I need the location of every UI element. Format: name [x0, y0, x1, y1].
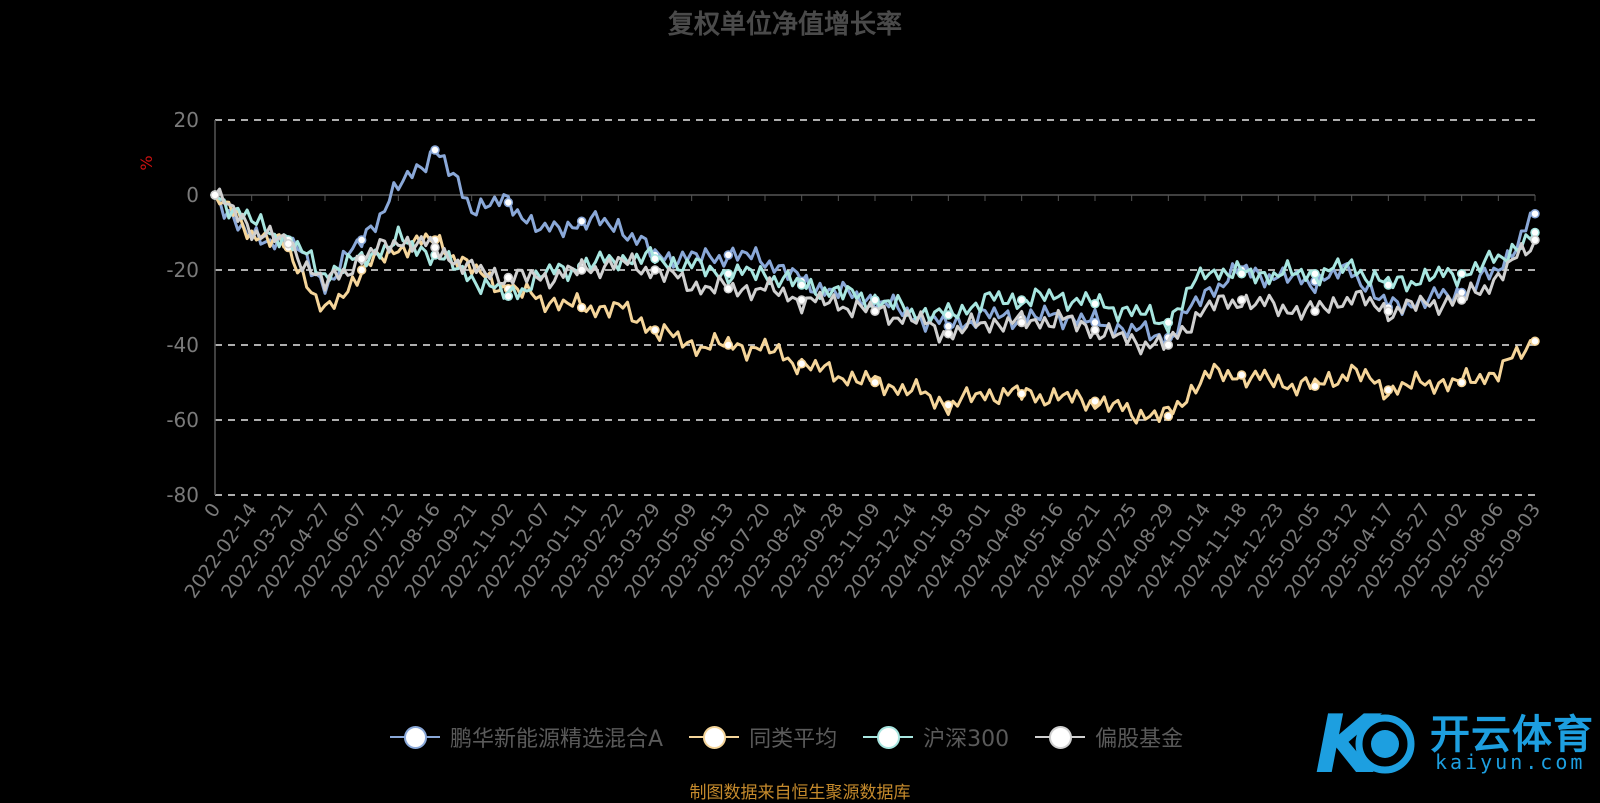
data-point: [576, 216, 587, 226]
data-point: [1456, 295, 1467, 305]
legend-marker-icon: [1035, 725, 1086, 749]
data-point: [283, 239, 294, 249]
data-point: [1016, 295, 1027, 305]
y-tick-label: -60: [166, 408, 199, 432]
data-point: [1383, 385, 1394, 395]
data-point: [430, 242, 440, 253]
data-point: [796, 280, 807, 290]
data-point: [1530, 336, 1540, 346]
y-axis-unit: %: [137, 155, 156, 170]
data-point: [1530, 235, 1540, 245]
data-point: [723, 250, 734, 260]
data-point: [503, 291, 514, 301]
data-point: [650, 325, 660, 335]
y-tick-label: -20: [166, 258, 199, 282]
data-point: [1163, 317, 1174, 328]
data-point: [796, 295, 807, 305]
x-axis: 02022-02-142022-03-212022-04-272022-06-0…: [180, 499, 1545, 602]
data-point: [796, 359, 807, 369]
y-tick-label: 20: [174, 108, 199, 132]
legend-marker-icon: [689, 725, 740, 749]
data-point: [870, 295, 880, 305]
legend-item-series-2[interactable]: 同类平均: [689, 721, 837, 753]
y-tick-label: -40: [166, 333, 199, 357]
data-point: [723, 269, 734, 279]
data-point: [1456, 377, 1467, 388]
legend-label: 鹏华新能源精选混合A: [450, 727, 664, 752]
legend-marker-icon: [390, 725, 440, 749]
data-point: [1530, 209, 1540, 219]
data-point: [1383, 306, 1394, 316]
data-point: [1016, 389, 1027, 399]
data-point: [650, 254, 660, 264]
legend-label: 沪深300: [923, 727, 1010, 752]
data-point: [356, 235, 367, 245]
data-point: [1163, 340, 1174, 350]
data-point: [210, 190, 220, 200]
chart-title: 复权单位净值增长率: [668, 9, 902, 40]
data-point: [1236, 295, 1247, 305]
svg-text:K: K: [1315, 700, 1382, 790]
data-point: [1090, 325, 1100, 335]
data-point: [870, 377, 880, 388]
data-point: [430, 145, 440, 155]
kaiyun-logo-icon: K: [1315, 698, 1415, 791]
data-point: [1310, 381, 1320, 391]
source-note: 制图数据来自恒生聚源数据库: [689, 783, 911, 803]
data-point: [1383, 280, 1394, 290]
data-point: [1310, 269, 1320, 279]
legend-item-series-4[interactable]: 偏股基金: [1035, 721, 1183, 753]
data-point: [356, 265, 367, 275]
data-point: [1310, 306, 1320, 316]
grid: [214, 119, 1536, 496]
x-tick-label: 0: [200, 499, 225, 522]
series-group: [210, 145, 1540, 425]
y-axis: 20 0 -20 -40 -60 -80: [166, 108, 199, 507]
brand-domain: kaiyun.com: [1435, 750, 1586, 774]
legend-item-series-1[interactable]: 鹏华新能源精选混合A: [390, 721, 663, 753]
data-point: [1456, 269, 1467, 279]
data-point: [1016, 317, 1027, 328]
data-point: [723, 284, 734, 294]
brand-logo: K 开云体育 kaiyun.com: [1315, 698, 1595, 791]
legend-item-series-3[interactable]: 沪深300: [863, 721, 1009, 753]
y-tick-label: -80: [166, 483, 199, 507]
data-point: [576, 302, 587, 313]
data-point: [1236, 370, 1247, 380]
brand-name: 开云体育: [1430, 712, 1594, 758]
legend: 鹏华新能源精选混合A 同类平均 沪深300 偏股基金: [390, 720, 1209, 754]
data-point: [1090, 299, 1100, 309]
data-point: [870, 306, 880, 316]
data-point: [356, 254, 367, 264]
data-point: [723, 340, 734, 350]
data-point: [943, 310, 954, 320]
legend-marker-icon: [863, 725, 914, 749]
legend-label: 偏股基金: [1095, 727, 1184, 752]
data-point: [943, 329, 954, 339]
data-point: [650, 265, 660, 275]
data-point: [1090, 396, 1100, 406]
series-line: [213, 187, 1537, 356]
legend-label: 同类平均: [749, 727, 838, 752]
data-point: [576, 265, 587, 275]
data-point: [503, 272, 514, 283]
y-tick-label: 0: [186, 183, 199, 207]
data-point: [503, 197, 514, 208]
data-point: [943, 400, 954, 410]
data-point: [1236, 269, 1247, 279]
data-point: [1163, 411, 1174, 421]
